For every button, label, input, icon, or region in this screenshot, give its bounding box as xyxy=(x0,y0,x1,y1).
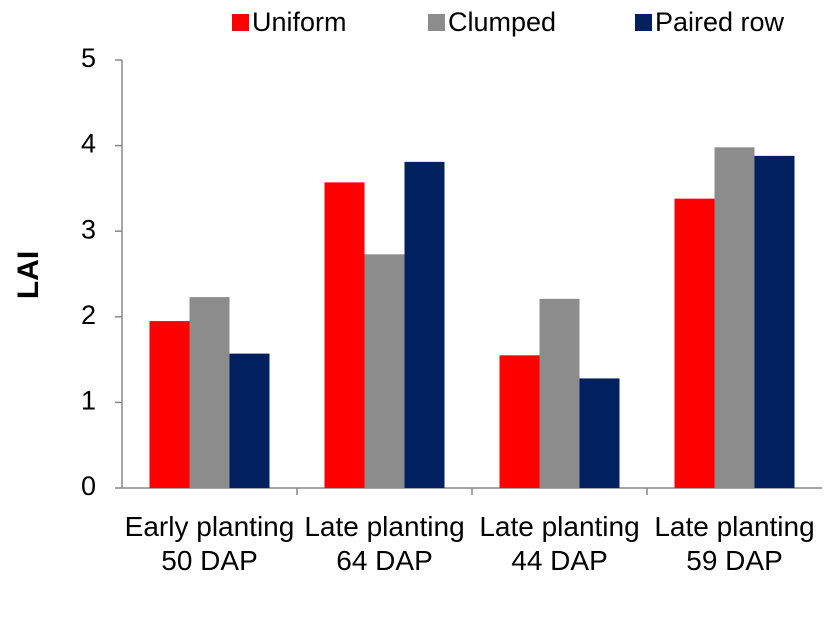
x-tick-label: Late planting 64 DAP xyxy=(304,511,465,576)
legend-label: Uniform xyxy=(252,7,347,37)
bar xyxy=(539,298,580,488)
bar xyxy=(364,254,405,488)
bar xyxy=(229,353,270,488)
y-tick-label: 1 xyxy=(81,386,96,416)
bar xyxy=(714,147,755,488)
y-axis-label: LAI xyxy=(12,251,45,299)
bar xyxy=(754,155,795,488)
y-tick-label: 2 xyxy=(81,300,96,330)
x-tick-label: Late planting 44 DAP xyxy=(479,511,640,576)
legend-swatch xyxy=(232,14,249,31)
bar xyxy=(189,297,230,488)
x-tick-label: Early planting 50 DAP xyxy=(124,511,295,576)
bar xyxy=(579,378,620,488)
y-tick-label: 3 xyxy=(81,214,96,244)
bar xyxy=(404,161,445,488)
x-tick-label: Late planting 59 DAP xyxy=(654,511,815,576)
y-tick-label: 5 xyxy=(81,43,96,73)
legend-label: Clumped xyxy=(448,7,556,37)
bar xyxy=(324,182,365,488)
legend-swatch xyxy=(428,14,445,31)
y-tick-label: 0 xyxy=(81,471,96,501)
legend-label: Paired row xyxy=(655,7,785,37)
y-tick-label: 4 xyxy=(81,129,96,159)
bar xyxy=(674,198,715,488)
bar xyxy=(499,355,540,488)
bar xyxy=(149,321,190,488)
legend-swatch xyxy=(635,14,652,31)
